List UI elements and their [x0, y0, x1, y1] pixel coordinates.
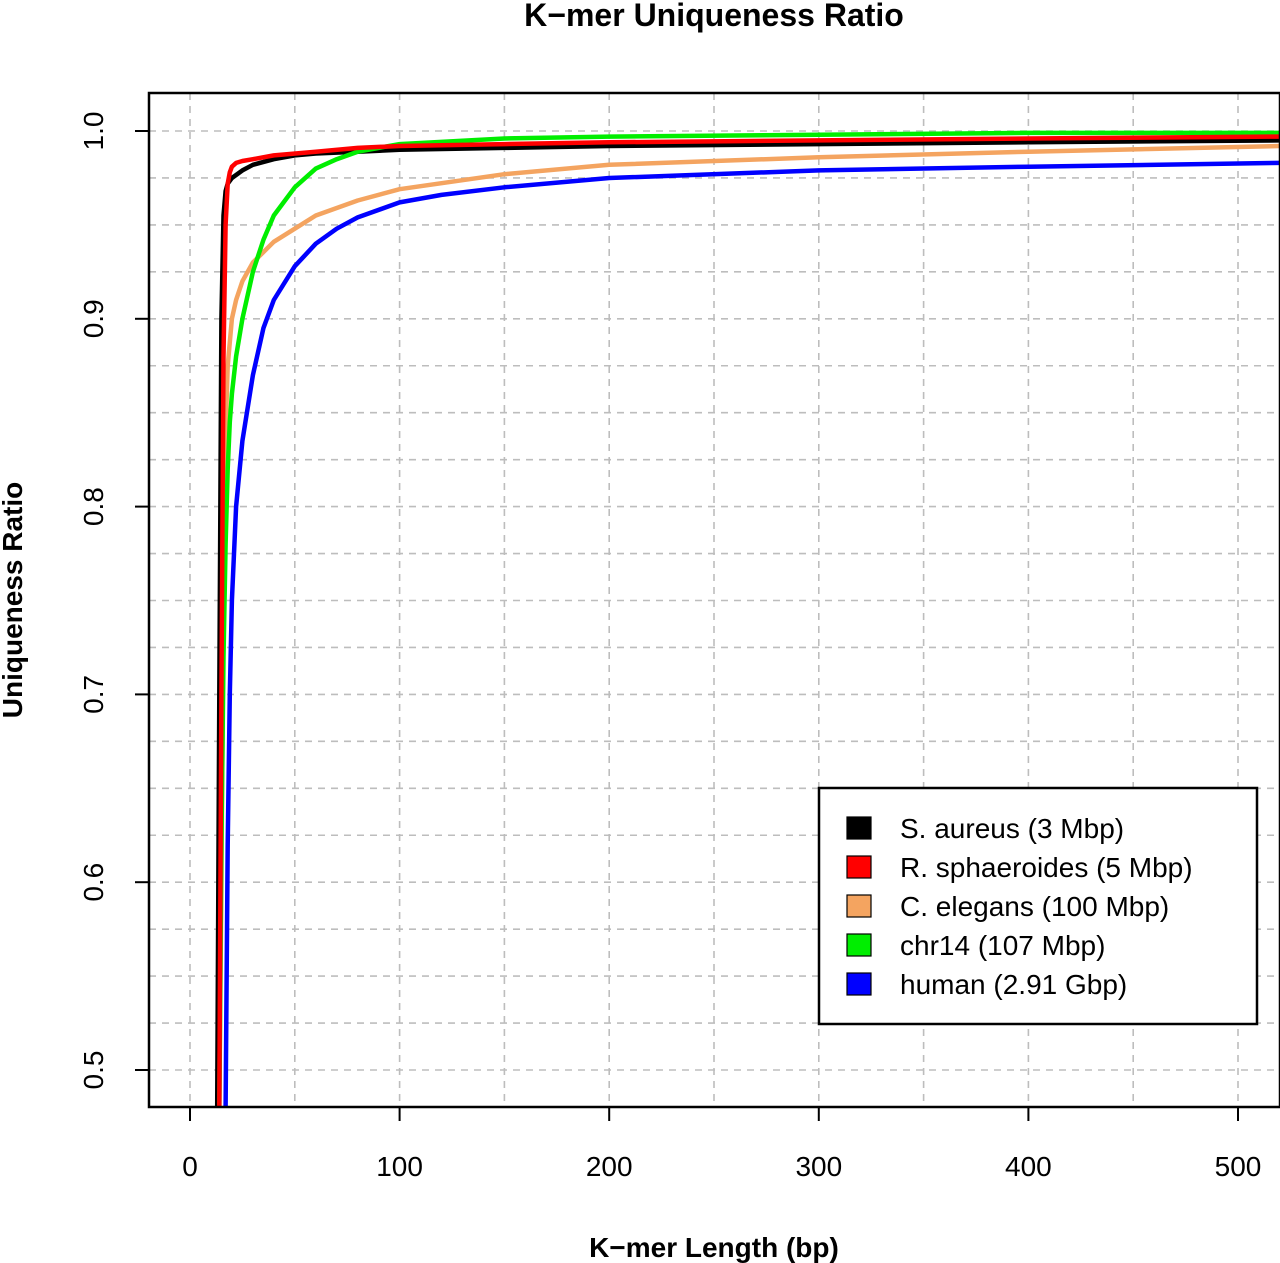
plot-frame	[147, 91, 1280, 1109]
legend-swatch	[846, 894, 872, 918]
legend-swatch	[846, 816, 872, 840]
y-axis: 0.5 0.6 0.7 0.8 0.9 1.0	[78, 112, 149, 1090]
legend-box	[817, 786, 1259, 1026]
y-tick-label: 0.5	[78, 1051, 109, 1090]
y-tick-label: 0.6	[78, 863, 109, 902]
legend-swatch	[846, 855, 872, 879]
legend-label: C. elegans (100 Mbp)	[900, 891, 1169, 922]
legend-label: chr14 (107 Mbp)	[900, 930, 1105, 961]
series-line-0	[214, 138, 1280, 1107]
legend-label: S. aureus (3 Mbp)	[900, 813, 1124, 844]
legend: S. aureus (3 Mbp) R. sphaeroides (5 Mbp) C…	[817, 786, 1259, 1026]
y-tick-label: 1.0	[78, 112, 109, 151]
plot-area	[214, 130, 1280, 1107]
legend-swatch	[846, 972, 872, 996]
y-tick-label: 0.9	[78, 299, 109, 338]
legend-swatch	[846, 933, 872, 957]
y-axis-label: Uniqueness Ratio	[0, 482, 28, 718]
chart-title: K−mer Uniqueness Ratio	[524, 0, 904, 33]
x-axis-label: K−mer Length (bp)	[589, 1232, 839, 1263]
x-axis: 0 100 200 300 400 500	[182, 1107, 1261, 1182]
y-tick-label: 0.8	[78, 487, 109, 526]
legend-label: R. sphaeroides (5 Mbp)	[900, 852, 1193, 883]
legend-label: human (2.91 Gbp)	[900, 969, 1127, 1000]
x-tick-label: 200	[586, 1151, 633, 1182]
x-tick-label: 500	[1215, 1151, 1262, 1182]
x-tick-label: 100	[376, 1151, 423, 1182]
x-tick-label: 300	[795, 1151, 842, 1182]
series-line-2	[217, 143, 1280, 1107]
series-line-3	[217, 130, 1280, 1107]
series-line-4	[223, 160, 1280, 1107]
x-tick-label: 400	[1005, 1151, 1052, 1182]
x-tick-label: 0	[182, 1151, 198, 1182]
y-tick-label: 0.7	[78, 675, 109, 714]
grid	[149, 93, 1280, 1107]
series-line-1	[217, 134, 1280, 1107]
